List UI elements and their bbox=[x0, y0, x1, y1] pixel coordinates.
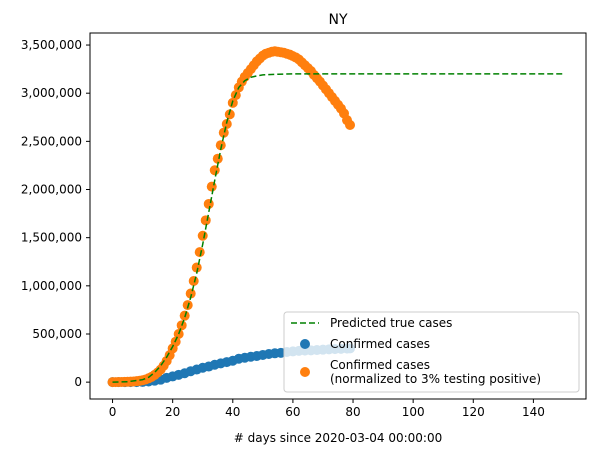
y-tick-label: 3,000,000 bbox=[21, 86, 82, 100]
legend-label-normalized: Confirmed cases (normalized to 3% testing… bbox=[330, 358, 541, 386]
normalized-point bbox=[212, 153, 223, 164]
y-tick-label: 2,500,000 bbox=[21, 134, 82, 148]
normalized-point bbox=[221, 119, 232, 130]
normalized-point bbox=[206, 181, 217, 192]
normalized-point bbox=[191, 262, 202, 273]
normalized-point bbox=[215, 140, 226, 151]
normalized-point bbox=[224, 109, 235, 120]
legend: Predicted true cases Confirmed cases Con… bbox=[283, 311, 580, 393]
axes-frame bbox=[89, 32, 587, 400]
normalized-point bbox=[197, 230, 208, 241]
plot-area bbox=[107, 46, 564, 388]
legend-swatch-normalized bbox=[300, 367, 310, 377]
normalized-point bbox=[209, 165, 220, 176]
legend-swatch-confirmed bbox=[300, 339, 310, 349]
legend-label-line: (normalized to 3% testing positive) bbox=[330, 372, 541, 386]
legend-label-predicted: Predicted true cases bbox=[330, 316, 452, 330]
normalized-point bbox=[185, 288, 196, 299]
x-tick-label: 100 bbox=[402, 405, 425, 419]
chart-title: NY bbox=[328, 12, 347, 28]
x-tick-label: 20 bbox=[165, 405, 180, 419]
x-tick-label: 140 bbox=[522, 405, 545, 419]
x-axis-label: # days since 2020-03-04 00:00:00 bbox=[234, 431, 442, 445]
x-axis: 0 20 40 60 80 100 120 140 bbox=[109, 399, 545, 419]
normalized-point bbox=[203, 198, 214, 209]
legend-label-confirmed: Confirmed cases bbox=[330, 337, 430, 351]
y-axis: 0 500,000 1,000,000 1,500,000 2,000,000 2,500… bbox=[21, 38, 90, 389]
normalized-point bbox=[200, 215, 211, 226]
x-tick-label: 60 bbox=[285, 405, 300, 419]
normalized-point bbox=[218, 127, 229, 138]
normalized-point bbox=[194, 247, 205, 258]
normalized-point bbox=[188, 276, 199, 287]
x-tick-label: 80 bbox=[345, 405, 360, 419]
y-tick-label: 0 bbox=[74, 375, 82, 389]
y-tick-label: 500,000 bbox=[32, 327, 82, 341]
y-tick-label: 3,500,000 bbox=[21, 38, 82, 52]
x-tick-label: 40 bbox=[225, 405, 240, 419]
y-tick-label: 2,000,000 bbox=[21, 183, 82, 197]
predicted-line bbox=[112, 73, 564, 383]
x-tick-label: 120 bbox=[462, 405, 485, 419]
normalized-point bbox=[345, 119, 356, 130]
y-tick-label: 1,000,000 bbox=[21, 279, 82, 293]
x-tick-label: 0 bbox=[109, 405, 117, 419]
y-tick-label: 1,500,000 bbox=[21, 231, 82, 245]
legend-label-line: Confirmed cases bbox=[330, 358, 430, 372]
legend-box bbox=[283, 311, 580, 393]
